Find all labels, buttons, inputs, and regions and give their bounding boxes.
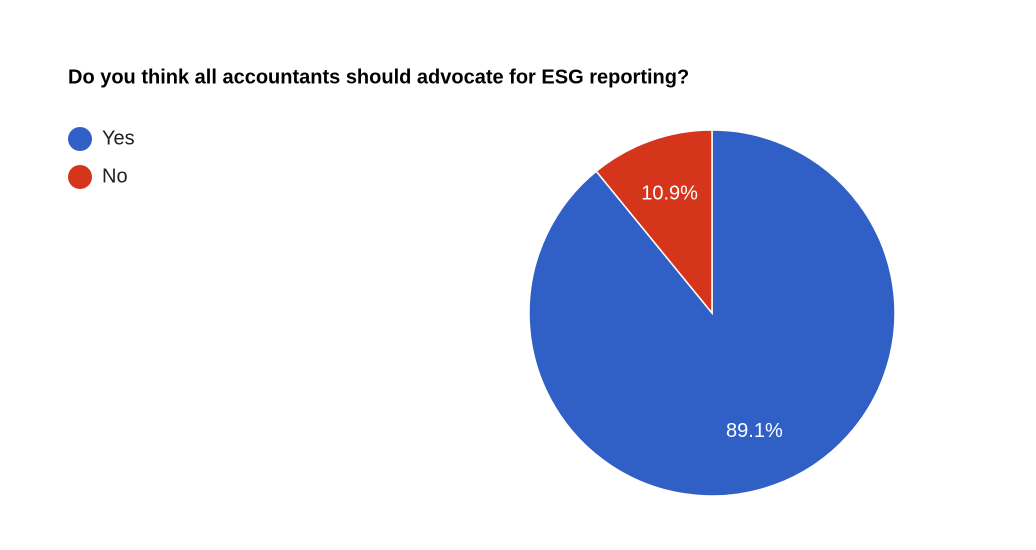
legend-label: No xyxy=(102,165,128,187)
chart-title: Do you think all accountants should advo… xyxy=(68,66,689,88)
slice-label: 10.9% xyxy=(641,182,698,204)
legend-label: Yes xyxy=(102,127,135,149)
slice-label: 89.1% xyxy=(726,420,783,442)
legend-marker xyxy=(68,165,92,189)
legend-marker xyxy=(68,127,92,151)
pie-slice xyxy=(595,129,713,316)
